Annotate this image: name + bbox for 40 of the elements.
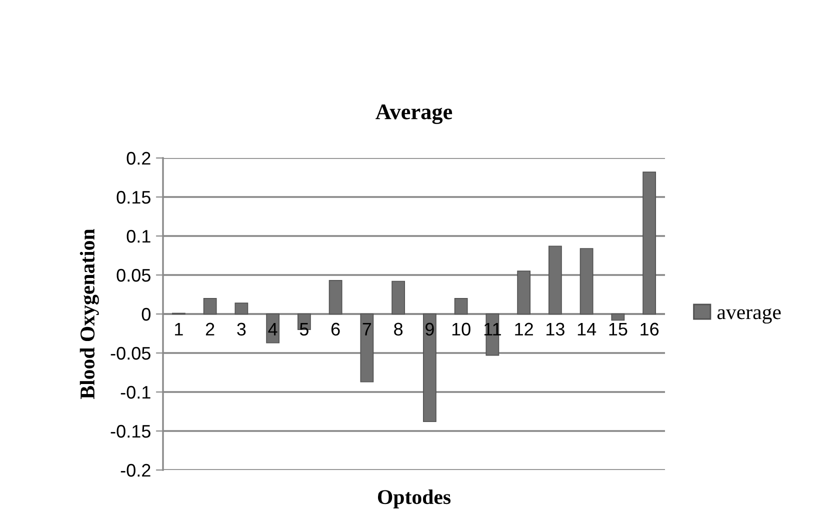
x-tick-label: 9 <box>426 322 434 336</box>
chart-title: Average <box>376 104 452 124</box>
x-tick-label: 16 <box>640 322 659 336</box>
y-tick-label: 0.15 <box>116 190 150 204</box>
y-tick-label: 0 <box>142 308 150 321</box>
bar <box>203 298 217 314</box>
bar <box>454 298 468 314</box>
y-tick-label: -0.05 <box>110 346 150 360</box>
x-tick-label: 2 <box>206 322 214 336</box>
x-tick-label: 13 <box>546 322 564 336</box>
y-tick-label: -0.1 <box>120 386 150 399</box>
bar <box>642 172 656 314</box>
y-tick-label: -0.15 <box>110 424 150 438</box>
x-tick-label: 4 <box>268 322 278 336</box>
legend-label: average <box>717 308 781 324</box>
x-tick-label: 10 <box>452 322 470 336</box>
x-tick-label: 7 <box>362 322 372 336</box>
bar <box>392 280 406 314</box>
x-tick-label: 14 <box>578 322 596 336</box>
bar <box>580 248 594 314</box>
y-tick-label: 0.05 <box>116 268 150 282</box>
bar <box>422 314 436 422</box>
y-tick-label: 0.2 <box>126 152 150 165</box>
x-tick-label: 8 <box>394 322 403 336</box>
x-tick-label: 6 <box>331 322 340 336</box>
x-tick-label: 1 <box>175 322 183 336</box>
bar <box>234 302 248 314</box>
bar <box>266 314 280 344</box>
y-tick-label: 0.1 <box>126 230 150 243</box>
bar <box>517 270 531 314</box>
bar <box>611 314 625 321</box>
bar <box>548 246 562 314</box>
x-axis-title: Optodes <box>378 489 451 508</box>
x-tick-label: 12 <box>515 322 533 336</box>
bar <box>328 280 342 314</box>
x-tick-label: 15 <box>609 322 628 336</box>
y-tick-label: -0.2 <box>120 464 150 477</box>
y-axis-title: Blood Oxygenation <box>80 228 99 400</box>
x-tick-label: 3 <box>237 322 246 336</box>
bar <box>360 314 374 382</box>
